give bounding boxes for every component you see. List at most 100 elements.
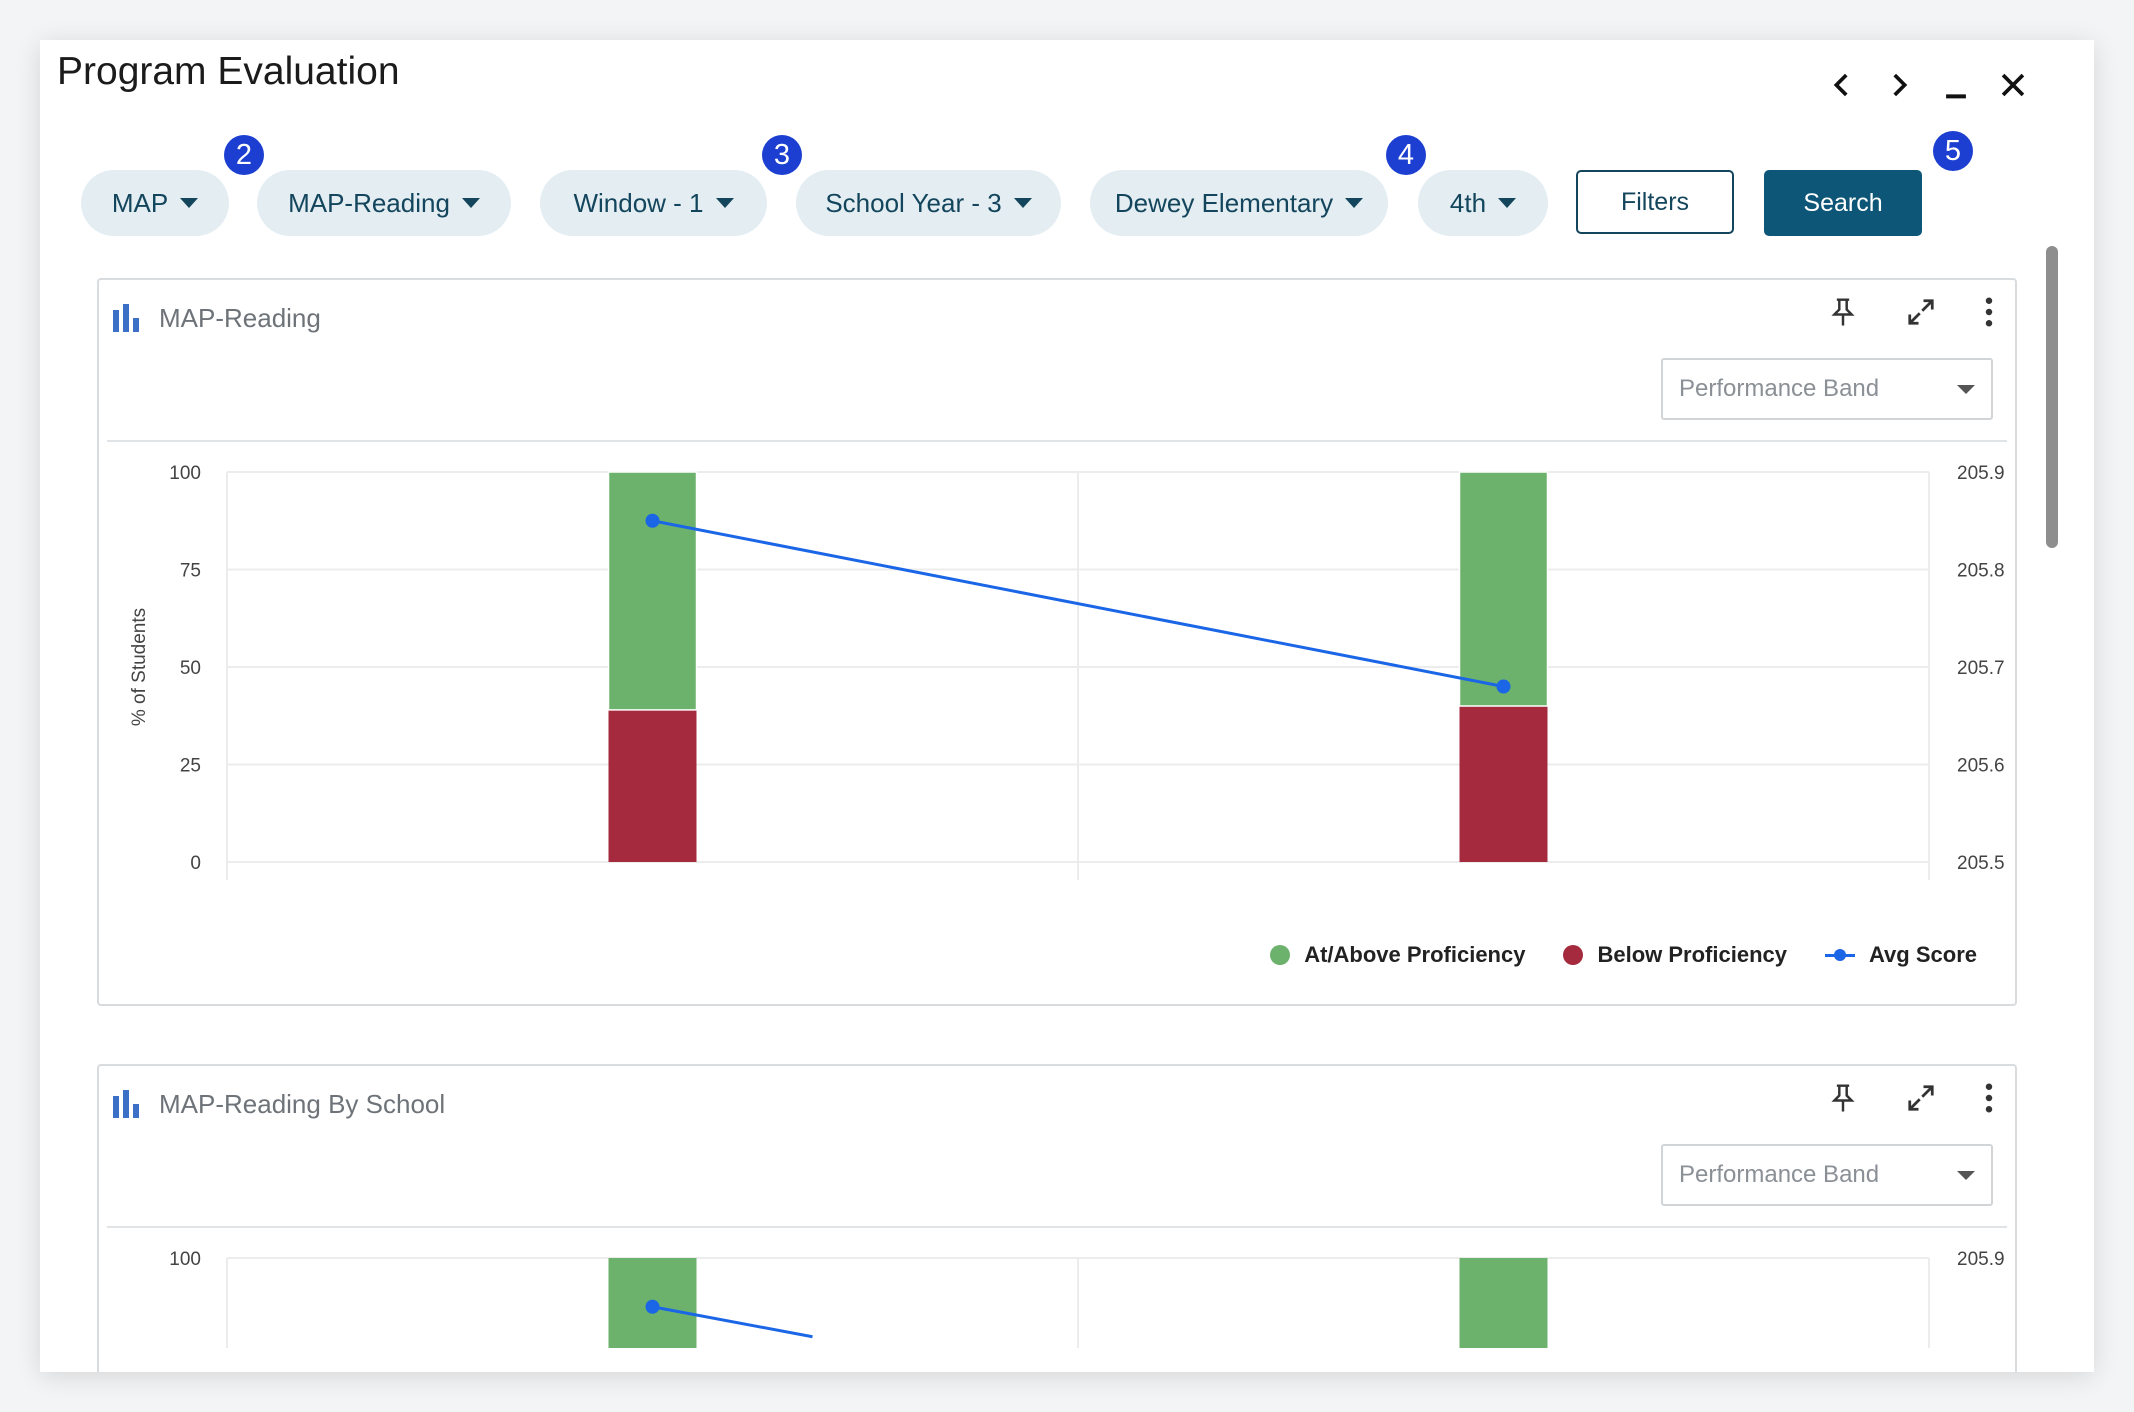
caret-down-icon: [1957, 384, 1975, 394]
card-title: MAP-Reading: [159, 302, 321, 333]
subject-value: MAP-Reading: [288, 187, 450, 218]
step-badge: 4: [1386, 135, 1426, 175]
bar-segment: [607, 471, 698, 711]
y2-tick-label: 205.8: [1957, 561, 2005, 582]
y-tick-label: 100: [169, 463, 201, 484]
map-reading-chart: 100 205.9 75 205.8 50 205.7 25 205.6 0 205.5 % of …: [129, 463, 2005, 882]
pin-button[interactable]: [1823, 1078, 1863, 1118]
y-tick-label: 75: [180, 561, 201, 582]
legend-label: Below Proficiency: [1597, 942, 1787, 967]
minimize-icon: [1946, 94, 1966, 99]
expand-icon: [1908, 299, 1934, 325]
vertical-scrollbar[interactable]: [2046, 246, 2058, 548]
chart-card-map-reading: MAP-Reading Performance Band 100 205.9 75 2…: [97, 278, 2017, 1006]
legend-item-avg-score[interactable]: Avg Score: [1824, 942, 1977, 968]
bar-segment: [1459, 706, 1548, 862]
bar-chart-icon: [113, 304, 139, 332]
caret-down-icon: [461, 198, 480, 208]
y2-tick-label: 205.9: [1957, 1249, 2005, 1270]
bar-segment: [1458, 471, 1549, 707]
y2-tick-label: 205.5: [1957, 853, 2005, 874]
subject-dropdown[interactable]: MAP-Reading: [257, 170, 511, 236]
legend-item-at-above[interactable]: At/Above Proficiency: [1270, 942, 1525, 968]
bar-segment: [1459, 1258, 1548, 1348]
chevron-right-icon: [1893, 73, 1908, 97]
assessment-dropdown[interactable]: MAP: [81, 170, 229, 236]
caret-down-icon: [1345, 198, 1364, 208]
more-options-button[interactable]: [1979, 292, 1999, 332]
legend-item-below[interactable]: Below Proficiency: [1563, 942, 1787, 968]
card-toolbar: [1823, 1078, 1999, 1118]
step-badge: 5: [1933, 131, 1973, 171]
legend-label: At/Above Proficiency: [1304, 942, 1526, 967]
caret-down-icon: [715, 198, 734, 208]
divider: [107, 1226, 2007, 1228]
avg-score-line: [652, 1305, 813, 1339]
filters-button[interactable]: Filters: [1576, 170, 1734, 234]
school-value: Dewey Elementary: [1114, 187, 1334, 218]
y-tick-label: 25: [180, 756, 201, 777]
divider: [107, 440, 2007, 442]
caret-down-icon: [1498, 198, 1517, 208]
avg-score-point: [1496, 679, 1511, 694]
more-options-button[interactable]: [1979, 1078, 1999, 1118]
grade-value: 4th: [1449, 187, 1487, 218]
school-dropdown[interactable]: Dewey Elementary: [1090, 170, 1388, 236]
bar-segment: [608, 709, 697, 862]
pin-button[interactable]: [1823, 292, 1863, 332]
grade-dropdown[interactable]: 4th: [1418, 170, 1548, 236]
more-vertical-icon: [1985, 1083, 1993, 1113]
card-header: MAP-Reading: [113, 296, 321, 340]
y2-tick-label: 205.7: [1957, 658, 2005, 679]
more-vertical-icon: [1985, 297, 1993, 327]
chevron-left-icon: [1833, 73, 1848, 97]
expand-button[interactable]: [1901, 292, 1941, 332]
x-tick-label: 19-20 F...: [1468, 879, 1539, 882]
x-tick-label: 18-19 F...: [617, 879, 688, 882]
card-header: MAP-Reading By School: [113, 1082, 445, 1126]
chart-legend: At/Above Proficiency Below Proficiency A…: [1270, 942, 1977, 968]
chart-card-map-reading-by-school: MAP-Reading By School Performance Band 1…: [97, 1064, 2017, 1372]
window-value: Window - 1: [573, 187, 704, 218]
previous-button[interactable]: [1819, 62, 1865, 108]
legend-label: Avg Score: [1868, 942, 1977, 967]
legend-swatch: [1270, 945, 1291, 965]
select-value: Performance Band: [1679, 1161, 1880, 1188]
y2-tick-label: 205.9: [1957, 463, 2005, 484]
legend-swatch: [1824, 945, 1855, 965]
legend-swatch: [1563, 945, 1584, 965]
step-badge: 3: [762, 135, 802, 175]
expand-icon: [1908, 1085, 1934, 1111]
school-year-value: School Year - 3: [825, 187, 1002, 218]
close-button[interactable]: [1990, 62, 2036, 108]
y-tick-label: 0: [190, 853, 201, 874]
assessment-value: MAP: [111, 187, 169, 218]
window-title: Program Evaluation: [57, 50, 400, 93]
expand-button[interactable]: [1901, 1078, 1941, 1118]
y2-tick-label: 205.6: [1957, 756, 2005, 777]
school-year-dropdown[interactable]: School Year - 3: [796, 170, 1061, 236]
y-axis-label: % of Students: [129, 608, 150, 726]
y-tick-label: 50: [180, 658, 201, 679]
program-evaluation-window: Program Evaluation MAP MAP-Reading Windo…: [40, 40, 2094, 1372]
next-button[interactable]: [1876, 62, 1922, 108]
search-button[interactable]: Search: [1764, 170, 1922, 236]
avg-score-line: [652, 519, 1504, 688]
pin-icon: [1831, 298, 1855, 326]
minimize-button[interactable]: [1933, 62, 1979, 108]
close-icon: [2001, 73, 2025, 97]
map-reading-by-school-chart: 100 205.9: [169, 1249, 2005, 1348]
step-badge: 2: [224, 135, 264, 175]
caret-down-icon: [1013, 198, 1032, 208]
bar-chart-icon: [113, 1090, 139, 1118]
avg-score-point: [645, 1299, 660, 1314]
performance-band-select[interactable]: Performance Band: [1661, 358, 1993, 420]
select-value: Performance Band: [1679, 375, 1880, 402]
caret-down-icon: [1957, 1170, 1975, 1180]
window-dropdown[interactable]: Window - 1: [540, 170, 767, 236]
card-title: MAP-Reading By School: [159, 1088, 446, 1119]
avg-score-point: [645, 513, 660, 528]
pin-icon: [1831, 1084, 1855, 1112]
card-toolbar: [1823, 292, 1999, 332]
performance-band-select[interactable]: Performance Band: [1661, 1144, 1993, 1206]
